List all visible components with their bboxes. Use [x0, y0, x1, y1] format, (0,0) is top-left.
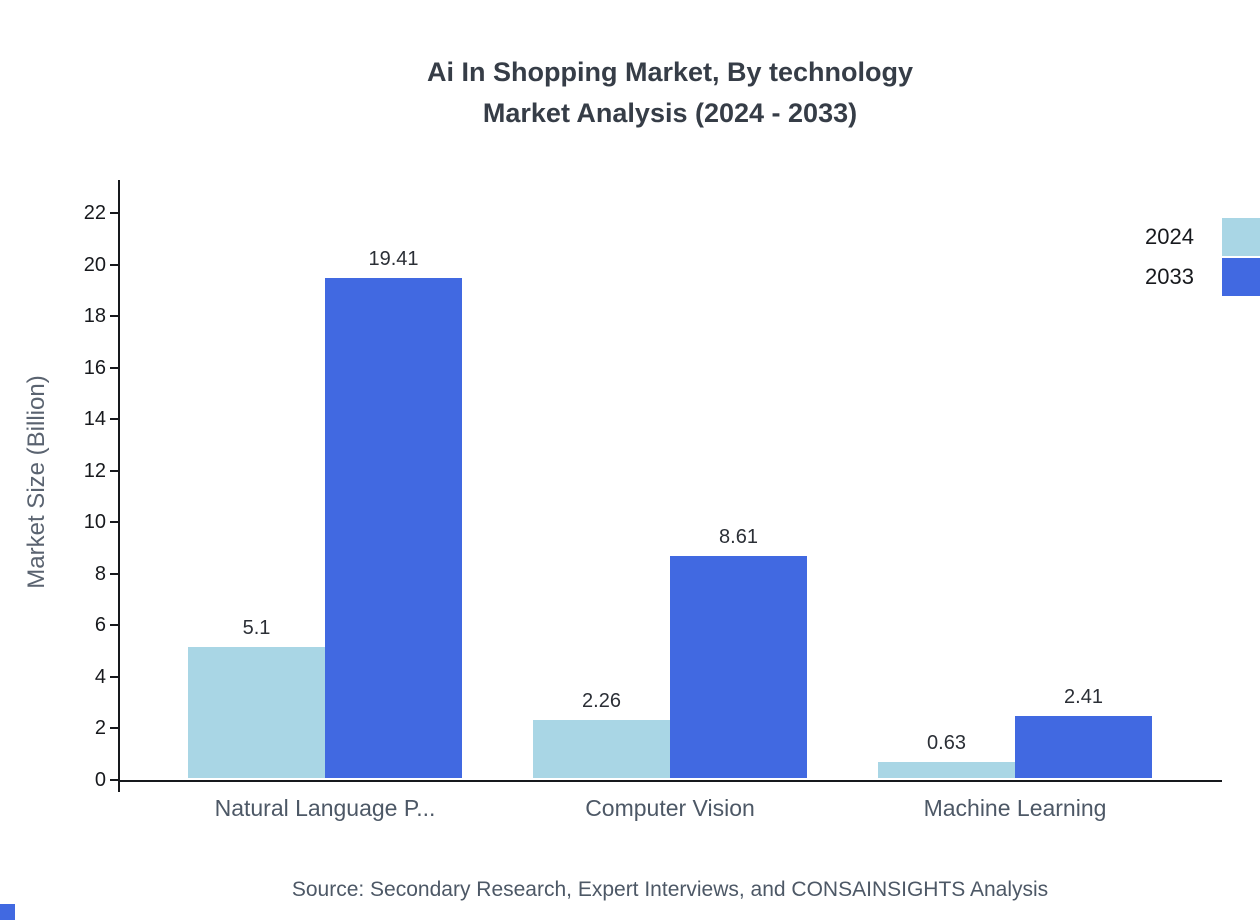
legend-swatch [1222, 258, 1260, 296]
y-axis-line [118, 180, 120, 792]
bar-2024-1 [188, 646, 325, 778]
bar-value-label: 8.61 [719, 526, 758, 549]
y-tick-mark [110, 469, 118, 472]
legend: 2024 2033 [1145, 218, 1260, 296]
y-tick-label: 20 [83, 253, 106, 276]
y-tick-mark [110, 418, 118, 421]
legend-item-2024: 2024 [1145, 218, 1260, 256]
legend-swatch [1222, 218, 1260, 256]
chart-title-line1: Ai In Shopping Market, By technology [426, 57, 914, 87]
y-tick-mark [110, 263, 118, 266]
y-tick-mark [110, 366, 118, 369]
chart-title-line2: Market Analysis (2024 - 2033) [482, 98, 858, 128]
y-tick-label: 6 [94, 614, 106, 637]
bar-2033-3 [1015, 715, 1152, 778]
bar-2033-1 [325, 278, 462, 778]
x-axis-line [118, 780, 1222, 782]
bar-value-label: 5.1 [242, 616, 271, 639]
bar-value-label: 0.63 [927, 731, 966, 754]
y-tick-label: 4 [94, 665, 106, 688]
bar-2033-2 [670, 556, 807, 778]
y-tick-label: 22 [83, 202, 106, 225]
y-tick-label: 8 [94, 562, 106, 585]
bar-value-label: 2.26 [582, 689, 621, 712]
y-tick-mark [110, 779, 118, 781]
y-tick-label: 18 [83, 305, 106, 328]
y-tick-label: 16 [83, 356, 106, 379]
x-category-label: Computer Vision [585, 795, 755, 821]
y-tick-mark [110, 572, 118, 575]
y-tick-mark [110, 521, 118, 524]
y-tick-mark [110, 212, 118, 215]
y-tick-mark [110, 675, 118, 678]
y-tick-mark [110, 727, 118, 730]
bar-value-label: 2.41 [1064, 685, 1103, 708]
plot-area: 0 2 4 6 8 10 12 14 16 18 20 22 5.1 19.41 Natural Langu… [84, 180, 1222, 821]
source-note: Source: Secondary Research, Expert Inter… [291, 878, 1049, 901]
y-tick-mark [110, 624, 118, 627]
bar-2024-3 [878, 761, 1015, 778]
y-axis-title: Market Size (Billion) [23, 375, 50, 589]
y-tick-label: 2 [94, 717, 106, 740]
y-tick-label: 0 [94, 769, 106, 791]
x-category-label: Machine Learning [923, 795, 1107, 821]
bar-2024-2 [533, 719, 670, 778]
bar-value-label: 19.41 [368, 248, 419, 271]
x-category-label: Natural Language P... [214, 795, 436, 821]
legend-label: 2033 [1145, 264, 1194, 289]
brand-corner-square [0, 904, 15, 920]
y-tick-mark [110, 315, 118, 318]
y-tick-label: 12 [83, 459, 106, 482]
legend-label: 2024 [1145, 224, 1194, 249]
legend-item-2033: 2033 [1145, 258, 1260, 296]
y-tick-label: 14 [83, 408, 106, 431]
chart-title: Ai In Shopping Market, By technology Mar… [118, 52, 1222, 134]
y-tick-label: 10 [83, 511, 106, 534]
